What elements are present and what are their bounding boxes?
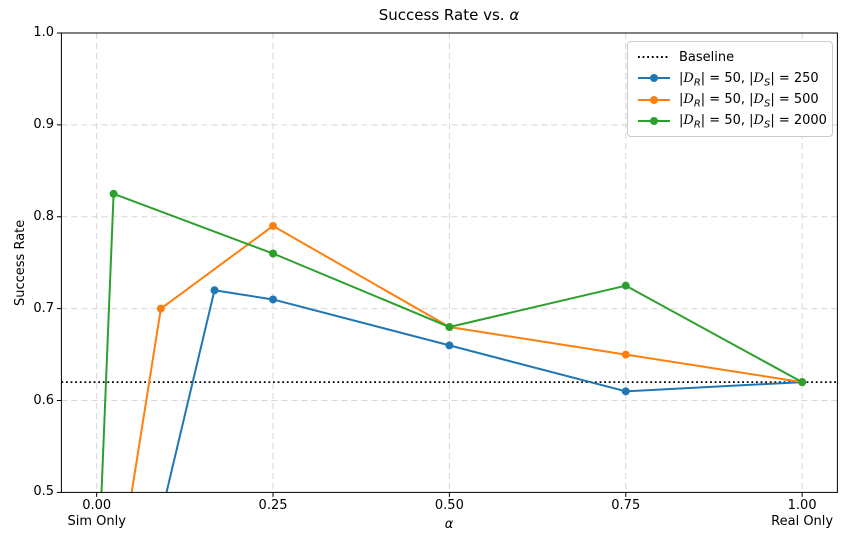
y-tick-label: 0.7	[33, 300, 54, 316]
y-tick-label: 0.9	[33, 116, 54, 132]
y-tick-label: 0.6	[33, 392, 54, 408]
x-tick-label: 0.75	[611, 498, 641, 513]
y-axis-label: Success Rate	[13, 219, 28, 306]
data-point-marker	[621, 281, 630, 290]
line-marker-icon	[638, 74, 670, 83]
data-point-marker	[621, 350, 630, 359]
legend-item: |DR| = 50, |DS| = 250	[637, 70, 823, 89]
data-point-marker	[445, 341, 454, 350]
legend-item: |DR| = 50, |DS| = 2000	[637, 113, 827, 130]
data-point-marker	[269, 221, 278, 230]
chart-title-text: Success Rate vs.	[378, 6, 510, 24]
line-marker-icon	[638, 116, 670, 125]
legend-item: |DR| = 50, |DS| = 500	[637, 92, 823, 110]
data-point-marker	[445, 323, 454, 332]
dotted-line-icon	[638, 56, 670, 59]
y-tick-label: 1.0	[33, 25, 54, 40]
data-point-marker	[798, 378, 807, 387]
x-tick-label: 0.25	[258, 498, 288, 513]
x-axis-label: α	[444, 517, 454, 532]
data-point-marker	[210, 286, 219, 295]
legend-item-label: |DR| = 50, |DS| = 2000	[679, 113, 827, 131]
legend-item-label: Baseline	[679, 49, 735, 65]
x-tick-sublabel: Real Only	[771, 514, 834, 529]
chart-title-alpha: α	[509, 6, 520, 24]
x-tick-label: 0.00	[82, 498, 112, 513]
series-line	[130, 224, 803, 493]
y-tick-label: 0.8	[33, 208, 54, 224]
data-point-marker	[109, 189, 118, 198]
series-2	[100, 189, 807, 493]
legend-item: Baseline	[637, 49, 823, 65]
data-point-marker	[269, 249, 278, 258]
line-marker-icon	[638, 95, 670, 104]
legend-item-label: |DR| = 50, |DS| = 250	[679, 70, 819, 89]
data-point-marker	[621, 387, 630, 396]
x-tick-label: 1.00	[787, 498, 817, 513]
tick-marks	[56, 32, 803, 497]
data-point-marker	[156, 304, 165, 313]
series-line	[100, 192, 803, 493]
y-tick-label: 0.5	[33, 484, 54, 500]
x-tick-sublabel: Sim Only	[67, 514, 126, 529]
chart-title: Success Rate vs. α	[61, 6, 837, 24]
gridlines	[61, 33, 838, 493]
legend-item-label: |DR| = 50, |DS| = 500	[679, 92, 819, 110]
legend: Baseline |DR| = 50, |DS| = 250 |DR| = 50, …	[627, 41, 833, 137]
series-line	[165, 289, 803, 493]
x-tick-label: 0.50	[434, 498, 464, 513]
data-point-marker	[269, 295, 278, 304]
